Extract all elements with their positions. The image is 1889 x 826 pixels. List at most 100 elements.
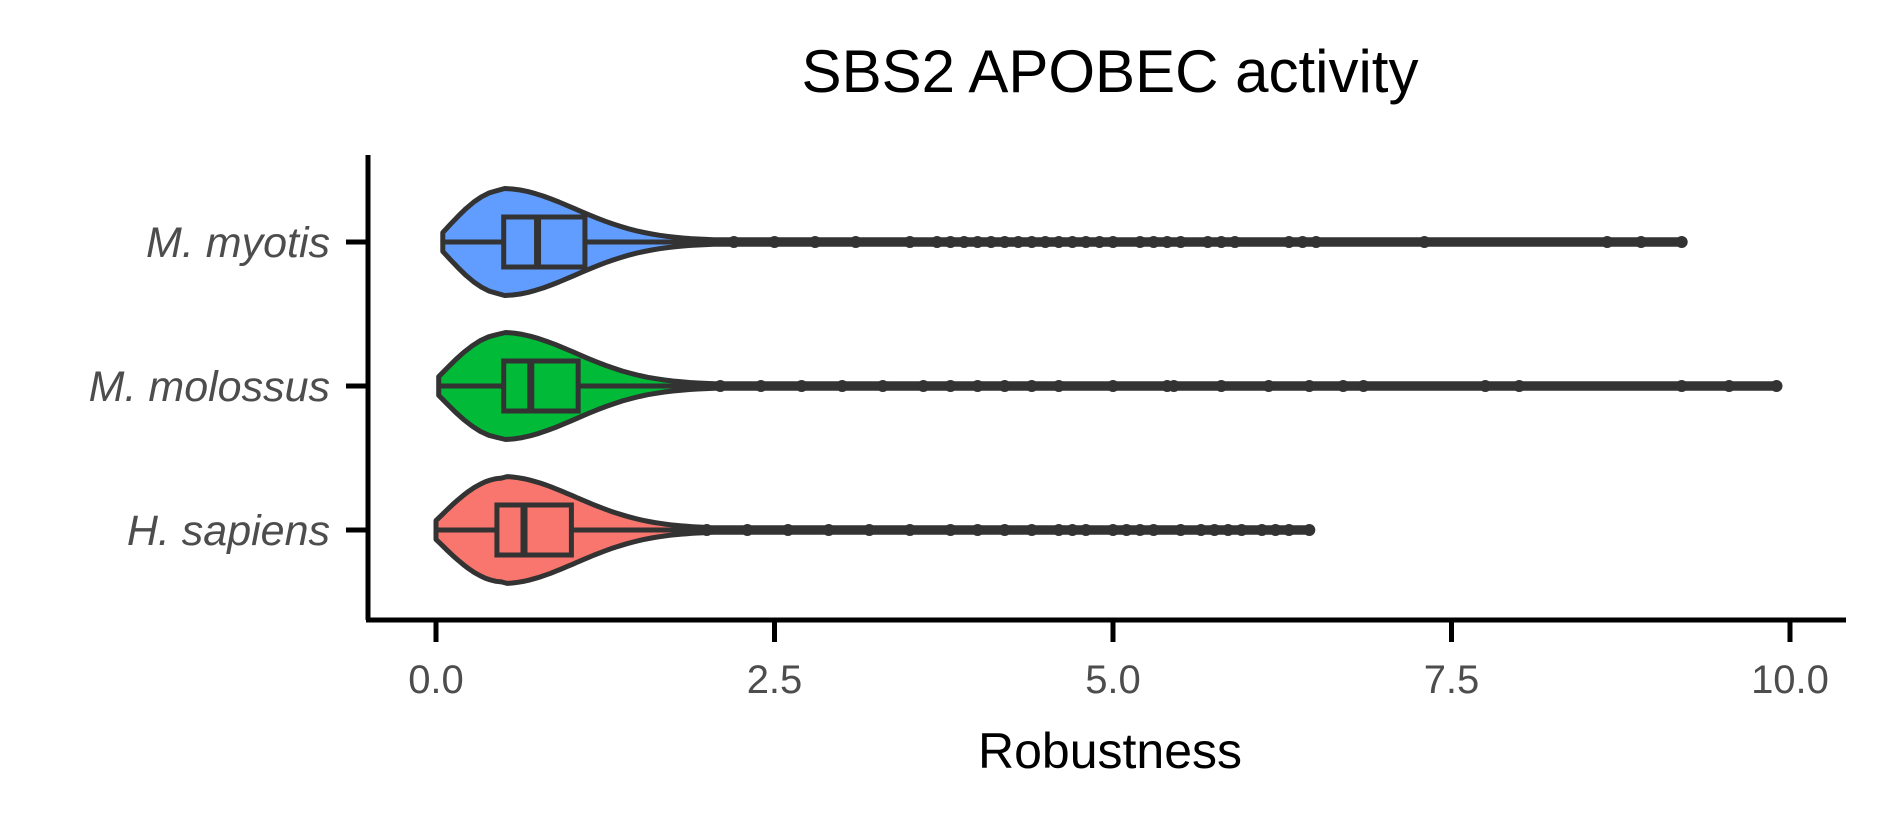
outlier-point <box>1303 380 1316 392</box>
outlier-point <box>1093 236 1106 248</box>
outlier-point <box>1675 380 1688 392</box>
x-tick-label: 10.0 <box>1751 658 1829 702</box>
outlier-point <box>958 236 971 248</box>
outlier-point <box>700 524 713 536</box>
outlier-point <box>998 524 1011 536</box>
outlier-point <box>1269 524 1282 536</box>
outlier-point <box>1052 236 1065 248</box>
outlier-point <box>822 524 835 536</box>
violin-group-m-myotis <box>440 186 1688 298</box>
outlier-point <box>849 236 862 248</box>
outlier-point <box>836 380 849 392</box>
outlier-point <box>1079 524 1092 536</box>
x-tick-label: 0.0 <box>408 658 464 702</box>
outlier-point <box>1208 524 1221 536</box>
outlier-point <box>944 524 957 536</box>
outlier-point <box>1147 524 1160 536</box>
outlier-point <box>1066 524 1079 536</box>
outlier-point <box>1357 380 1370 392</box>
outlier-point <box>1723 380 1736 392</box>
outlier-point <box>1039 236 1052 248</box>
box-iqr <box>501 358 581 414</box>
outlier-point <box>1222 524 1235 536</box>
outlier-point <box>971 380 984 392</box>
outlier-point <box>1770 380 1783 392</box>
outlier-point <box>1479 380 1492 392</box>
outlier-point <box>795 380 808 392</box>
outlier-point <box>944 380 957 392</box>
axes: M. myotis M. molossus H. sapiens 0.0 2.5 5.0 7… <box>89 155 1846 702</box>
outlier-point <box>1025 524 1038 536</box>
outlier-point <box>998 236 1011 248</box>
outlier-point <box>1601 236 1614 248</box>
box-iqr <box>494 502 574 558</box>
outlier-point <box>998 380 1011 392</box>
outlier-point <box>1283 524 1295 536</box>
outlier-point <box>971 236 984 248</box>
outlier-point <box>1167 380 1180 392</box>
outlier-point <box>931 236 943 248</box>
outlier-point <box>1052 524 1065 536</box>
outlier-point <box>1513 380 1526 392</box>
outlier-point <box>1134 524 1147 536</box>
outlier-point <box>1025 236 1038 248</box>
outlier-point <box>1635 236 1648 248</box>
y-tick-label: M. molossus <box>89 363 330 411</box>
outlier-point <box>1310 236 1323 248</box>
y-tick-label: H. sapiens <box>127 507 330 555</box>
outlier-point <box>1066 236 1079 248</box>
outlier-point <box>1337 380 1350 392</box>
chart-title: SBS2 APOBEC activity <box>802 38 1419 105</box>
outlier-point <box>727 236 740 248</box>
outlier-point <box>1147 236 1160 248</box>
outlier-point <box>1052 380 1065 392</box>
plot-area <box>433 186 1783 586</box>
outlier-point <box>1025 380 1038 392</box>
outlier-point <box>917 380 930 392</box>
outlier-point <box>741 524 754 536</box>
outlier-point <box>1283 236 1295 248</box>
outlier-point <box>768 236 781 248</box>
violin-group-h-sapiens <box>433 474 1316 586</box>
outlier-point <box>971 524 984 536</box>
outlier-point <box>1215 380 1228 392</box>
outlier-point <box>1079 236 1092 248</box>
violin-group-m-molossus <box>436 330 1783 442</box>
outlier-point <box>863 524 876 536</box>
outlier-point <box>755 380 767 392</box>
outlier-point <box>1161 236 1174 248</box>
outlier-point <box>1120 524 1133 536</box>
outlier-point <box>809 236 822 248</box>
outlier-point <box>782 524 794 536</box>
outlier-point <box>1107 236 1119 248</box>
outlier-point <box>1012 236 1025 248</box>
outlier-point <box>944 236 957 248</box>
outlier-point <box>1418 236 1431 248</box>
outlier-point <box>1262 380 1275 392</box>
outlier-point <box>1296 236 1309 248</box>
outlier-point <box>1201 236 1214 248</box>
box-iqr <box>501 214 588 270</box>
x-tick-label: 7.5 <box>1424 658 1480 702</box>
outlier-point <box>985 236 998 248</box>
outlier-point <box>1195 524 1207 536</box>
outlier-point <box>1235 524 1248 536</box>
outlier-point <box>1675 236 1688 248</box>
outlier-point <box>1107 380 1119 392</box>
outlier-point <box>876 380 889 392</box>
x-tick-label: 5.0 <box>1085 658 1141 702</box>
x-tick-label: 2.5 <box>747 658 803 702</box>
outlier-point <box>1134 236 1147 248</box>
outlier-point <box>1255 524 1268 536</box>
y-tick-label: M. myotis <box>146 219 330 267</box>
outlier-point <box>1174 524 1187 536</box>
outlier-point <box>1215 236 1228 248</box>
outlier-point <box>1228 236 1241 248</box>
outlier-point <box>1107 524 1119 536</box>
outlier-point <box>714 380 727 392</box>
outlier-point <box>903 524 916 536</box>
outlier-point <box>1174 236 1187 248</box>
outlier-point <box>1303 524 1316 536</box>
outlier-point <box>903 236 916 248</box>
